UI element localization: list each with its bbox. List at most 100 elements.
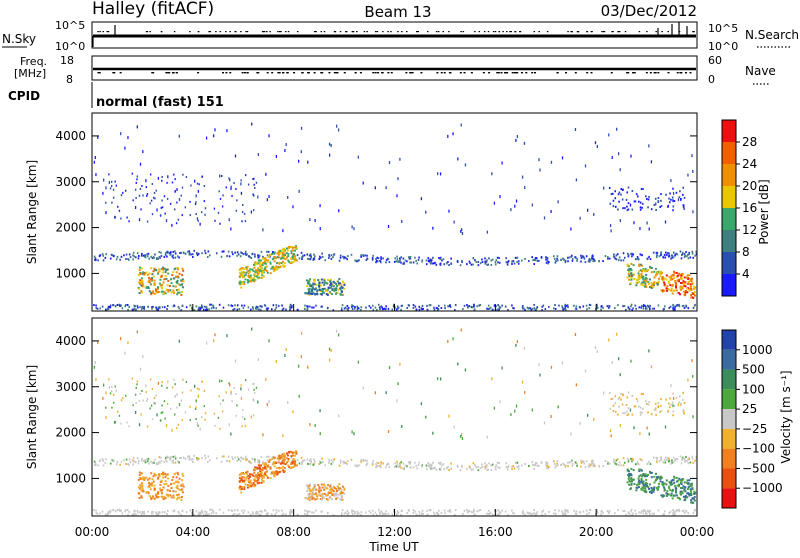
- echo-cell: [149, 488, 152, 491]
- echo-cell: [687, 173, 689, 177]
- echo-cell: [447, 134, 449, 138]
- echo-cell: [126, 508, 129, 511]
- echo-cell: [187, 250, 189, 253]
- echo-cell: [613, 253, 615, 256]
- echo-cell: [217, 211, 220, 214]
- echo-cell: [668, 254, 671, 257]
- echo-cell: [588, 508, 591, 511]
- echo-cell: [116, 255, 119, 258]
- echo-cell: [163, 400, 166, 403]
- echo-cell: [346, 307, 349, 310]
- echo-cell: [273, 475, 276, 478]
- echo-cell: [259, 308, 262, 311]
- echo-cell: [421, 259, 424, 262]
- echo-cell: [477, 264, 480, 267]
- echo-cell: [671, 273, 674, 276]
- echo-cell: [635, 307, 637, 310]
- echo-cell: [602, 465, 604, 468]
- echo-cell: [157, 271, 160, 274]
- echo-cell: [281, 260, 284, 263]
- echo-cell: [219, 197, 222, 200]
- echo-cell: [669, 305, 672, 308]
- echo-cell: [347, 460, 349, 463]
- echo-cell: [161, 179, 163, 182]
- echo-cell: [132, 463, 134, 466]
- echo-cell: [632, 264, 635, 267]
- echo-cell: [125, 509, 127, 512]
- echo-cell: [324, 259, 327, 262]
- nsearch-dot: [366, 31, 368, 33]
- echo-cell: [204, 252, 207, 255]
- echo-cell: [230, 432, 232, 436]
- echo-cell: [292, 205, 294, 209]
- echo-cell: [416, 262, 419, 265]
- echo-cell: [632, 307, 634, 310]
- echo-cell: [318, 463, 321, 466]
- echo-cell: [236, 509, 239, 512]
- echo-cell: [683, 412, 685, 415]
- echo-cell: [672, 199, 674, 203]
- echo-cell: [307, 290, 310, 293]
- echo-cell: [335, 282, 338, 285]
- echo-cell: [634, 304, 637, 307]
- echo-cell: [160, 285, 163, 288]
- echo-cell: [94, 360, 96, 364]
- echo-cell: [155, 306, 157, 309]
- echo-cell: [647, 305, 650, 308]
- echo-cell: [106, 513, 108, 516]
- echo-cell: [141, 252, 143, 255]
- echo-cell: [514, 461, 517, 464]
- echo-cell: [222, 194, 224, 197]
- echo-cell: [212, 510, 215, 513]
- echo-cell: [653, 203, 656, 206]
- echo-cell: [133, 460, 136, 463]
- echo-cell: [484, 465, 486, 468]
- nsearch-dot: [245, 31, 247, 33]
- echo-cell: [111, 254, 114, 257]
- nsearch-dot: [692, 31, 694, 33]
- echo-cell: [668, 201, 671, 204]
- echo-cell: [311, 306, 313, 309]
- echo-cell: [148, 276, 151, 279]
- echo-cell: [143, 255, 146, 258]
- echo-cell: [533, 468, 536, 471]
- echo-cell: [276, 457, 279, 460]
- echo-cell: [396, 399, 398, 403]
- echo-cell: [653, 283, 656, 286]
- echo-cell: [283, 470, 286, 473]
- echo-cell: [109, 392, 112, 395]
- echo-cell: [280, 467, 283, 470]
- echo-cell: [640, 393, 643, 396]
- echo-cell: [333, 289, 336, 292]
- echo-cell: [536, 464, 539, 467]
- echo-cell: [668, 197, 670, 200]
- echo-cell: [286, 256, 289, 259]
- echo-cell: [461, 259, 463, 262]
- echo-cell: [169, 407, 172, 410]
- echo-cell: [663, 253, 666, 256]
- echo-cell: [253, 388, 255, 391]
- echo-cell: [139, 486, 142, 489]
- echo-cell: [487, 307, 490, 310]
- echo-cell: [573, 304, 575, 307]
- echo-cell: [622, 259, 625, 262]
- echo-cell: [261, 264, 264, 267]
- echo-cell: [245, 458, 247, 461]
- echo-cell: [198, 388, 200, 391]
- echo-cell: [307, 496, 310, 499]
- echo-cell: [120, 509, 122, 512]
- echo-cell: [573, 509, 575, 512]
- echo-cell: [372, 459, 374, 462]
- echo-cell: [142, 271, 145, 274]
- echo-cell: [445, 467, 448, 470]
- echo-cell: [690, 484, 693, 487]
- echo-cell: [173, 473, 176, 476]
- echo-cell: [638, 263, 641, 266]
- echo-cell: [262, 257, 265, 260]
- echo-cell: [285, 247, 288, 250]
- echo-cell: [195, 399, 197, 403]
- echo-cell: [153, 269, 156, 272]
- echo-cell: [494, 261, 497, 264]
- echo-cell: [155, 511, 157, 514]
- nave-dot: [500, 72, 503, 74]
